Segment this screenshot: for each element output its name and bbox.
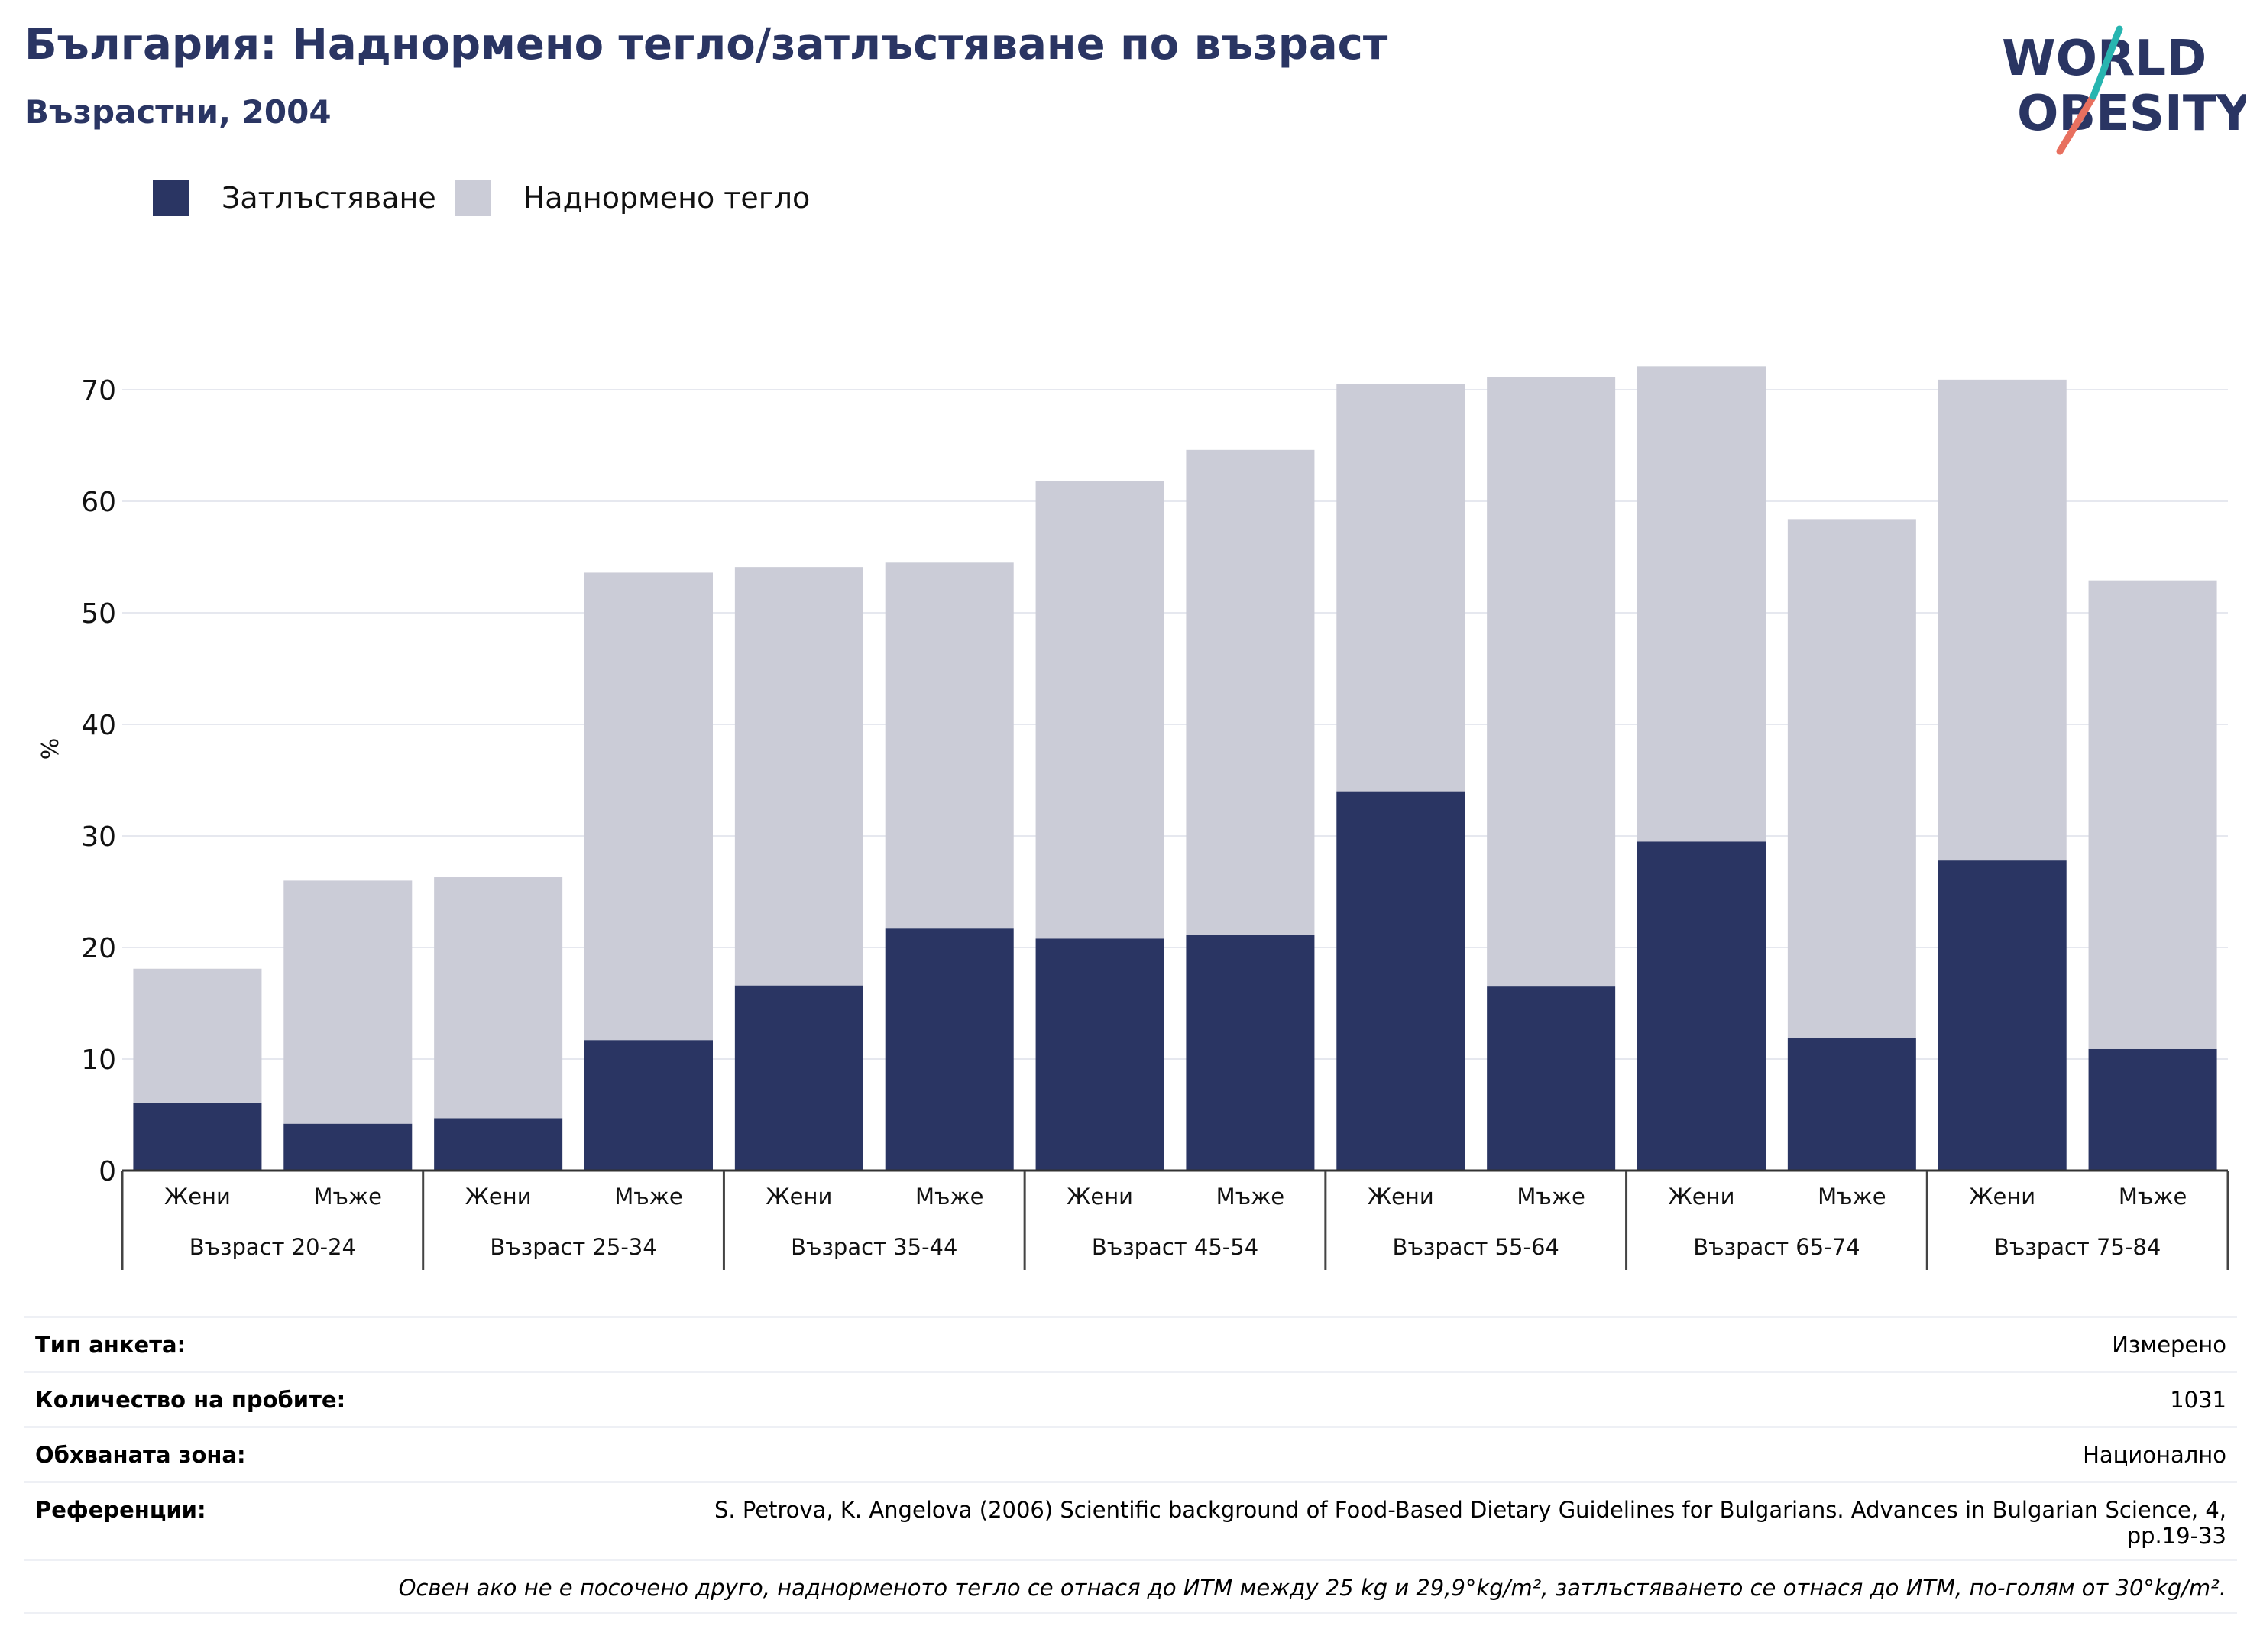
bar-overweight [434, 877, 563, 1119]
info-row-survey-type: Тип анкета: Измерено [24, 1316, 2237, 1371]
bar-overweight [1938, 379, 2067, 861]
x-group-label: Възраст 65-74 [1693, 1234, 1860, 1260]
bar-obesity [1787, 1038, 1916, 1171]
x-tick-label-sex: Мъже [2119, 1184, 2187, 1210]
info-row-area: Обхваната зона: Национално [24, 1426, 2237, 1481]
area-label: Обхваната зона: [35, 1442, 246, 1468]
x-tick-label-sex: Жени [1969, 1184, 2035, 1210]
references-label: Референции: [35, 1497, 206, 1523]
legend-label-obesity: Затлъстяване [222, 181, 436, 215]
bar-overweight [1035, 481, 1164, 939]
x-tick-label-sex: Жени [1669, 1184, 1735, 1210]
bar-obesity [2088, 1048, 2217, 1171]
x-group-label: Възраст 45-54 [1092, 1234, 1258, 1260]
y-tick-label: 20 [81, 933, 116, 964]
bar-overweight [1336, 384, 1465, 792]
bar-obesity [133, 1102, 262, 1171]
world-obesity-logo: WORLD OBESITY [2002, 25, 2246, 155]
sample-size-value: 1031 [2170, 1387, 2226, 1413]
bar-obesity [885, 928, 1014, 1171]
survey-type-label: Тип анкета: [35, 1332, 186, 1358]
logo-line-2: OBESITY [2017, 86, 2246, 142]
info-row-references: Референции: S. Petrova, K. Angelova (200… [24, 1481, 2237, 1559]
x-tick-label-sex: Жени [164, 1184, 231, 1210]
info-row-sample-size: Количество на пробите: 1031 [24, 1371, 2237, 1426]
bar-obesity [584, 1040, 713, 1171]
y-tick-label: 30 [81, 821, 116, 853]
bar-overweight [584, 572, 713, 1041]
bar-obesity [734, 985, 863, 1171]
survey-type-value: Измерено [2112, 1332, 2226, 1358]
x-tick-label-sex: Жени [465, 1184, 532, 1210]
x-tick-label-sex: Мъже [1216, 1184, 1284, 1210]
x-tick-label-sex: Мъже [1818, 1184, 1886, 1210]
x-tick-label-sex: Жени [1067, 1184, 1133, 1210]
bar-obesity [1035, 938, 1164, 1171]
bar-obesity [434, 1118, 563, 1171]
x-group-label: Възраст 75-84 [1994, 1234, 2161, 1260]
sample-size-label: Количество на пробите: [35, 1387, 346, 1413]
bar-overweight [885, 562, 1014, 929]
bar-overweight [2088, 580, 2217, 1049]
x-tick-label-sex: Мъже [614, 1184, 682, 1210]
y-tick-label: 10 [81, 1045, 116, 1076]
info-table: Тип анкета: Измерено Количество на проби… [24, 1316, 2237, 1614]
y-tick-label: 70 [81, 375, 116, 407]
bar-obesity [1336, 791, 1465, 1171]
bar-overweight [1637, 366, 1766, 842]
x-group-label: Възраст 20-24 [189, 1234, 356, 1260]
chart-title: България: Наднормено тегло/затлъстяване … [24, 20, 1388, 70]
bar-overweight [283, 880, 413, 1124]
x-group-label: Възраст 25-34 [490, 1234, 656, 1260]
definition-note: Освен ако не е посочено друго, наднормен… [24, 1559, 2237, 1614]
bar-obesity [1186, 935, 1315, 1171]
bar-obesity [1637, 841, 1766, 1171]
x-tick-label-sex: Мъже [314, 1184, 382, 1210]
legend-swatch-overweight [454, 180, 491, 216]
legend-swatch-obesity [153, 180, 189, 216]
legend: Затлъстяване Наднормено тегло [153, 179, 828, 217]
bar-overweight [1186, 449, 1315, 935]
y-tick-label: 60 [81, 487, 116, 518]
x-group-label: Възраст 35-44 [791, 1234, 957, 1260]
y-tick-label: 50 [81, 598, 116, 630]
bar-overweight [133, 968, 262, 1103]
y-axis-label: % [37, 738, 64, 760]
bar-overweight [1487, 377, 1616, 987]
chart-subtitle: Възрастни, 2004 [24, 93, 332, 131]
legend-label-overweight: Наднормено тегло [523, 181, 811, 215]
x-tick-label-sex: Жени [766, 1184, 832, 1210]
bar-overweight [1787, 519, 1916, 1038]
references-line-2: pp.19-33 [2126, 1523, 2226, 1549]
bar-chart: 0 10 20 30 40 50 60 70% Жени Мъже Жени Мъже Жени Мъже… [37, 366, 2229, 1270]
bar-obesity [1487, 986, 1616, 1171]
references-value: S. Petrova, K. Angelova (2006) Scientifi… [714, 1497, 2226, 1559]
x-tick-label-sex: Жени [1368, 1184, 1434, 1210]
bar-obesity [1938, 860, 2067, 1171]
x-tick-label-sex: Мъже [1517, 1184, 1585, 1210]
x-group-label: Възраст 55-64 [1393, 1234, 1559, 1260]
bar-overweight [734, 567, 863, 986]
area-value: Национално [2083, 1442, 2226, 1468]
bar-obesity [283, 1123, 413, 1171]
y-tick-label: 40 [81, 710, 116, 741]
x-tick-label-sex: Мъже [915, 1184, 983, 1210]
references-line-1: S. Petrova, K. Angelova (2006) Scientifi… [714, 1497, 2226, 1523]
y-tick-label: 0 [99, 1156, 116, 1187]
